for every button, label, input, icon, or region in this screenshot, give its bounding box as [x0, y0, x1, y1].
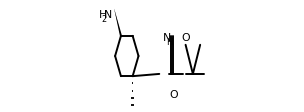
Text: H: H — [98, 10, 107, 20]
Text: O: O — [169, 90, 178, 100]
Polygon shape — [114, 9, 121, 36]
Text: H: H — [166, 38, 173, 47]
Text: O: O — [181, 33, 190, 43]
Polygon shape — [114, 9, 122, 36]
Text: 2: 2 — [102, 15, 107, 24]
Text: N: N — [163, 33, 171, 43]
Text: N: N — [103, 10, 112, 20]
